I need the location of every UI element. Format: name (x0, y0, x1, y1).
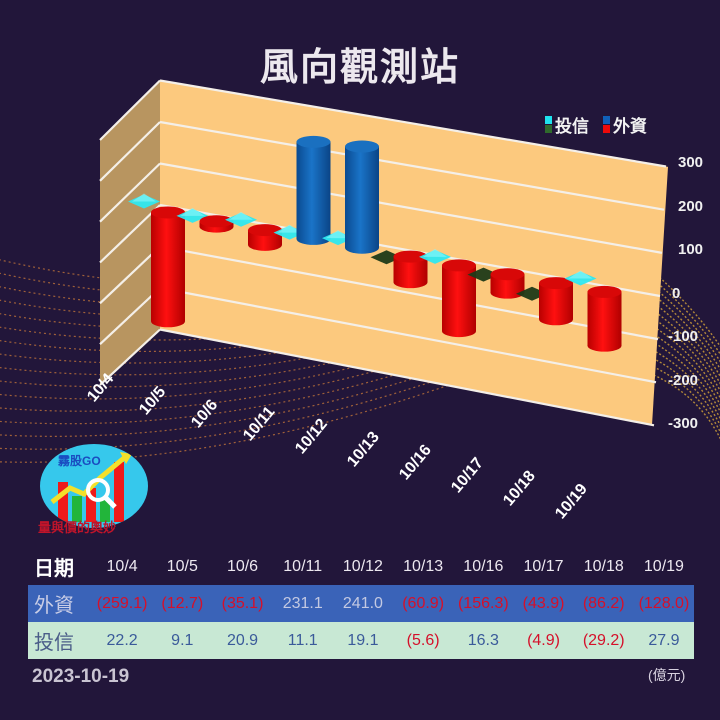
table-cell: 10/13 (403, 557, 444, 575)
table-cell: (12.7) (161, 594, 204, 612)
table-cell: (60.9) (402, 594, 445, 612)
y-tick-label: 200 (678, 197, 704, 215)
table-cell: 27.9 (648, 631, 680, 649)
table-cell: 10/17 (523, 557, 564, 575)
table-cell: 10/6 (226, 557, 259, 575)
table-cell: 9.1 (171, 631, 194, 649)
legend-swatch-foreign-icon (603, 116, 610, 133)
table-cell: 241.0 (342, 594, 383, 612)
legend-label-trust: 投信 (555, 117, 589, 137)
table-cell: 231.1 (282, 594, 323, 612)
table-cell: 10/16 (463, 557, 504, 575)
page-title: 風向觀測站 (259, 45, 460, 89)
foreign-header: 外資 (34, 595, 74, 617)
table-cell: (86.2) (582, 594, 625, 612)
legend-item-foreign: 外資 (603, 112, 647, 137)
foreign-cylinder (442, 265, 476, 332)
table-cell: 10/19 (643, 557, 684, 575)
foreign-cylinder (345, 146, 379, 248)
table-cell: 10/5 (166, 557, 198, 575)
table-cell: 11.1 (287, 631, 318, 649)
table-cell: (259.1) (96, 594, 148, 612)
report-date: 2023-10-19 (32, 666, 130, 687)
legend-item-trust: 投信 (545, 112, 589, 137)
table-cell: (29.2) (582, 631, 625, 649)
foreign-cylinder (587, 291, 622, 346)
foreign-cylinder (296, 141, 331, 239)
trust-header: 投信 (34, 632, 74, 654)
table-row-trust: 投信 22.2 9.1 20.9 11.1 19.1 (5.6) 16.3 (4.9) (29.… (28, 622, 694, 659)
unit-label: (億元) (648, 667, 686, 683)
legend-swatch-trust-icon (545, 116, 552, 133)
chart-magnifier-icon (50, 452, 132, 522)
table-cell: (156.3) (457, 594, 509, 612)
logo-text: 霧股GO (58, 454, 101, 468)
y-tick-label: 0 (672, 284, 681, 302)
table-cell: 16.3 (467, 631, 499, 649)
y-tick-label: -200 (668, 371, 699, 389)
table-cell: 10/12 (342, 557, 383, 575)
logo-badge: 霧股GO (40, 444, 148, 528)
table-cell: (4.9) (527, 631, 560, 649)
chart-legend: 投信 外資 (545, 112, 647, 137)
table-cell: 10/11 (283, 557, 323, 575)
table-row-foreign: 外資 (259.1) (12.7) (35.1) 231.1 241.0 (60.9) (1… (28, 585, 694, 622)
table-cell: (35.1) (221, 594, 264, 612)
foreign-cylinder (539, 283, 573, 320)
table-cell: 22.2 (106, 631, 138, 649)
table-cell: 20.9 (226, 631, 259, 649)
table-cell: (128.0) (638, 594, 690, 612)
data-table: 日期 10/4 10/5 10/6 10/11 10/12 10/13 10/16 10/17… (28, 548, 694, 659)
table-cell: 10/4 (106, 557, 138, 575)
chart-bars (128, 135, 622, 352)
table-cell: (5.6) (406, 631, 440, 649)
table-cell: 19.1 (347, 631, 379, 649)
date-header: 日期 (34, 558, 74, 580)
legend-label-foreign: 外資 (613, 117, 647, 137)
logo-subtitle: 量與價的奧妙 (38, 520, 117, 535)
table-cell: 10/18 (583, 557, 624, 575)
foreign-cylinder (151, 212, 185, 322)
y-tick-label: -100 (668, 328, 699, 345)
y-tick-label: -300 (668, 415, 699, 432)
table-row-dates: 日期 10/4 10/5 10/6 10/11 10/12 10/13 10/16 10/17… (28, 548, 694, 585)
table-cell: (43.9) (522, 594, 565, 612)
y-tick-label: 100 (678, 241, 704, 258)
y-tick-label: 300 (678, 154, 704, 171)
